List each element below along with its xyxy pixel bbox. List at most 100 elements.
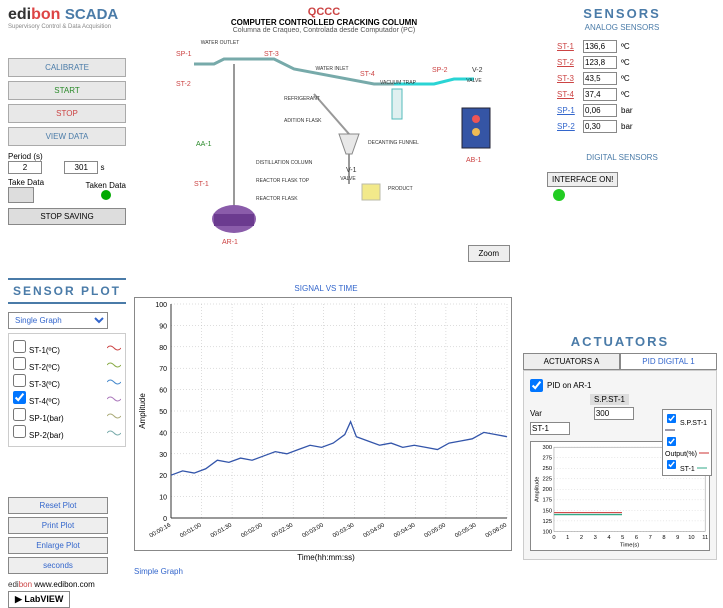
sensor-check-label[interactable]: ST-4(ºC) xyxy=(13,391,60,406)
svg-text:00:03:00: 00:03:00 xyxy=(301,522,325,539)
svg-text:70: 70 xyxy=(159,366,167,373)
svg-text:REACTOR FLASK TOP: REACTOR FLASK TOP xyxy=(256,178,310,184)
sensor-value[interactable] xyxy=(583,120,617,133)
diagram-subtitle2: Columna de Craqueo, Controlada desde Com… xyxy=(134,27,514,34)
footer-url: edibon www.edibon.com xyxy=(8,580,126,589)
svg-text:0: 0 xyxy=(552,535,555,541)
start-button[interactable]: START xyxy=(8,81,126,100)
svg-text:WATER INLET: WATER INLET xyxy=(315,66,348,72)
sensor-check-label[interactable]: ST-1(ºC) xyxy=(13,340,60,355)
sp-input[interactable] xyxy=(594,407,634,420)
sensors-title: SENSORS xyxy=(527,6,717,21)
svg-text:SP-1: SP-1 xyxy=(176,51,192,58)
labview-badge: ▶ LabVIEW xyxy=(8,591,70,608)
sensor-check-row: ST-3(ºC) xyxy=(13,374,121,389)
legend-checkbox[interactable] xyxy=(667,414,676,423)
svg-text:AA-1: AA-1 xyxy=(196,141,212,148)
sensor-check-label[interactable]: SP-1(bar) xyxy=(13,408,64,423)
diagram-title: QCCC xyxy=(134,6,514,18)
svg-text:200: 200 xyxy=(542,487,552,493)
calibrate-button[interactable]: CALIBRATE xyxy=(8,58,126,77)
stop-button[interactable]: STOP xyxy=(8,104,126,123)
interface-on-button[interactable]: INTERFACE ON! xyxy=(547,172,618,187)
sensor-value[interactable] xyxy=(583,56,617,69)
sensor-checkbox[interactable] xyxy=(13,425,26,438)
analog-sensors-title: ANALOG SENSORS xyxy=(527,23,717,32)
svg-text:2: 2 xyxy=(580,535,583,541)
var-input[interactable] xyxy=(530,422,570,435)
view-data-button[interactable]: VIEW DATA xyxy=(8,127,126,146)
logo-subtitle: Supervisory Control & Data Acquisition xyxy=(8,24,128,30)
svg-text:50: 50 xyxy=(159,409,167,416)
sensor-value[interactable] xyxy=(583,72,617,85)
svg-text:100: 100 xyxy=(155,302,167,309)
period-count-input[interactable] xyxy=(64,161,98,174)
svg-text:SP-2: SP-2 xyxy=(432,67,448,74)
wave-icon xyxy=(107,344,121,352)
tab-pid-digital[interactable]: PID DIGITAL 1 xyxy=(620,353,717,369)
svg-text:ST-2: ST-2 xyxy=(176,81,191,88)
svg-text:90: 90 xyxy=(159,323,167,330)
legend-checkbox[interactable] xyxy=(667,460,676,469)
svg-text:10: 10 xyxy=(688,535,694,541)
print-plot-button[interactable]: Print Plot xyxy=(8,517,108,534)
svg-text:275: 275 xyxy=(542,456,552,462)
sensor-tag: ST-3 xyxy=(557,74,583,83)
sensor-check-label[interactable]: ST-3(ºC) xyxy=(13,374,60,389)
take-data-button[interactable] xyxy=(8,187,34,203)
legend-item: ST-1 xyxy=(665,458,709,473)
pid-on-checkbox[interactable] xyxy=(530,379,543,392)
sensor-check-label[interactable]: ST-2(ºC) xyxy=(13,357,60,372)
svg-text:9: 9 xyxy=(676,535,679,541)
sensor-unit: bar xyxy=(621,122,633,131)
stop-saving-button[interactable]: STOP SAVING xyxy=(8,208,126,225)
logo-prefix: edi xyxy=(8,6,31,23)
svg-text:00:02:00: 00:02:00 xyxy=(240,522,264,539)
period-label: Period (s) xyxy=(8,152,126,161)
sensor-checkbox[interactable] xyxy=(13,391,26,404)
legend-checkbox[interactable] xyxy=(667,437,676,446)
svg-text:00:01:00: 00:01:00 xyxy=(179,522,203,539)
actuators-title: ACTUATORS xyxy=(523,334,717,349)
svg-text:ST-3: ST-3 xyxy=(264,51,279,58)
seconds-button[interactable]: seconds xyxy=(8,557,108,574)
sensor-checkbox[interactable] xyxy=(13,340,26,353)
svg-text:DECANTING FUNNEL: DECANTING FUNNEL xyxy=(368,140,419,146)
svg-text:225: 225 xyxy=(542,477,552,483)
sensor-checkbox[interactable] xyxy=(13,374,26,387)
svg-text:VALVE: VALVE xyxy=(466,78,482,84)
svg-text:00:04:00: 00:04:00 xyxy=(363,522,387,539)
sensor-row: ST-3ºC xyxy=(557,72,717,85)
sensor-checkbox[interactable] xyxy=(13,408,26,421)
reset-plot-button[interactable]: Reset Plot xyxy=(8,497,108,514)
svg-text:WATER OUTLET: WATER OUTLET xyxy=(201,40,240,46)
svg-text:11: 11 xyxy=(702,535,708,541)
sensor-row: ST-4ºC xyxy=(557,88,717,101)
svg-text:00:04:30: 00:04:30 xyxy=(393,522,417,539)
wave-icon xyxy=(107,395,121,403)
svg-text:125: 125 xyxy=(542,519,552,525)
sensor-check-label[interactable]: SP-2(bar) xyxy=(13,425,64,440)
sensor-tag: SP-1 xyxy=(557,106,583,115)
sensor-value[interactable] xyxy=(583,88,617,101)
sensor-row: ST-1ºC xyxy=(557,40,717,53)
svg-text:DISTILLATION COLUMN: DISTILLATION COLUMN xyxy=(256,160,313,166)
sensor-checkbox[interactable] xyxy=(13,357,26,370)
sensor-row: SP-2bar xyxy=(557,120,717,133)
tab-actuators-a[interactable]: ACTUATORS A xyxy=(523,353,620,369)
svg-text:3: 3 xyxy=(594,535,597,541)
graph-mode-select[interactable]: Single Graph xyxy=(8,312,108,329)
svg-text:300: 300 xyxy=(542,445,552,451)
sensor-check-row: SP-1(bar) xyxy=(13,408,121,423)
period-input[interactable] xyxy=(8,161,42,174)
sensor-value[interactable] xyxy=(583,104,617,117)
svg-text:0: 0 xyxy=(163,516,167,523)
enlarge-plot-button[interactable]: Enlarge Plot xyxy=(8,537,108,554)
svg-text:AR-1: AR-1 xyxy=(222,239,238,246)
sensor-value[interactable] xyxy=(583,40,617,53)
zoom-button[interactable]: Zoom xyxy=(468,245,510,262)
svg-text:Amplitude: Amplitude xyxy=(535,477,541,503)
wave-icon xyxy=(107,361,121,369)
svg-text:00:03:30: 00:03:30 xyxy=(332,522,356,539)
sensor-unit: bar xyxy=(621,106,633,115)
